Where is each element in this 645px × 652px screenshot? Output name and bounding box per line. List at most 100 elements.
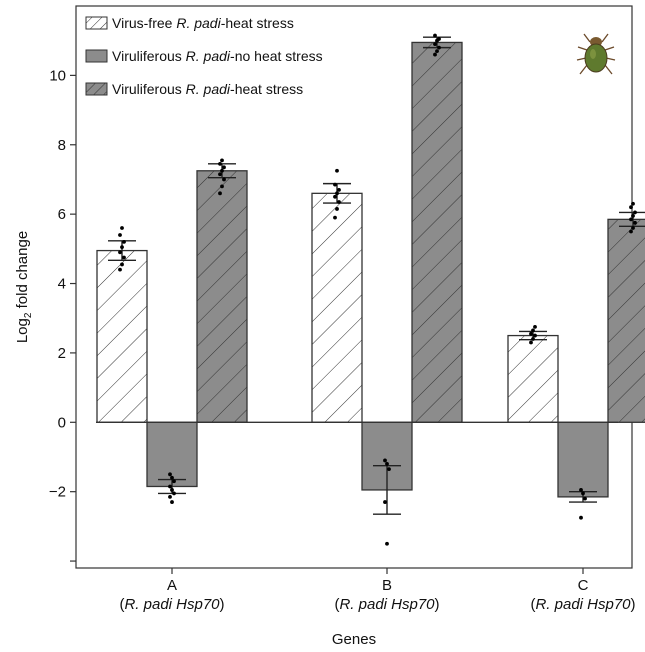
data-point bbox=[629, 205, 633, 210]
legend-swatch bbox=[85, 16, 108, 30]
data-point bbox=[533, 333, 537, 338]
y-axis-label-main: Log bbox=[14, 318, 31, 343]
data-point bbox=[120, 245, 124, 250]
x-tick-sublabel: (R. padi Hsp70) bbox=[119, 596, 224, 613]
bar bbox=[196, 170, 248, 423]
data-point bbox=[629, 229, 633, 234]
data-point bbox=[218, 172, 222, 177]
y-axis-label-rest: fold change bbox=[14, 231, 31, 313]
bars-layer bbox=[96, 33, 645, 546]
data-point bbox=[383, 458, 387, 463]
sublabel-gene: R. padi Hsp70 bbox=[124, 596, 220, 613]
legend-swatch bbox=[85, 82, 108, 96]
legend-label-pre: Viruliferous bbox=[112, 81, 186, 97]
legend-label-post: -heat stress bbox=[230, 81, 303, 97]
data-point bbox=[168, 484, 172, 489]
y-tick-label: 8 bbox=[58, 137, 66, 154]
legend-label: Virus-free R. padi-heat stress bbox=[112, 15, 294, 31]
data-point bbox=[579, 515, 583, 520]
data-point bbox=[383, 500, 387, 504]
bar bbox=[311, 192, 363, 423]
legend: Virus-free R. padi-heat stressVirulifero… bbox=[85, 15, 323, 97]
data-point bbox=[633, 220, 637, 225]
data-point bbox=[218, 161, 222, 166]
legend-label-species: R. padi bbox=[176, 15, 221, 31]
data-point bbox=[118, 250, 122, 255]
data-point bbox=[333, 215, 337, 220]
data-point bbox=[387, 467, 391, 472]
data-point bbox=[533, 324, 537, 329]
bar bbox=[411, 41, 463, 423]
data-point bbox=[433, 42, 437, 47]
sublabel-suffix: ) bbox=[220, 596, 225, 613]
y-tick-label: 6 bbox=[58, 206, 66, 223]
data-point bbox=[581, 491, 585, 496]
aphid-icon bbox=[576, 33, 616, 75]
data-point bbox=[333, 182, 337, 187]
data-point bbox=[335, 168, 339, 173]
legend-label-pre: Virus-free bbox=[112, 15, 176, 31]
data-point bbox=[583, 496, 587, 501]
data-point bbox=[333, 194, 337, 199]
data-point bbox=[118, 267, 122, 272]
y-tick-label: 0 bbox=[58, 414, 66, 431]
data-point bbox=[437, 37, 441, 41]
x-tick-label: B bbox=[382, 577, 392, 594]
data-point bbox=[335, 191, 339, 196]
legend-label: Viruliferous R. padi-no heat stress bbox=[112, 48, 323, 64]
data-point bbox=[435, 49, 439, 53]
data-point bbox=[220, 158, 224, 163]
data-point bbox=[170, 500, 174, 504]
x-axis: A(R. padi Hsp70)B(R. padi Hsp70)C(R. pad… bbox=[119, 568, 636, 613]
data-point bbox=[337, 200, 341, 204]
bar bbox=[96, 249, 148, 423]
legend-label-species: R. padi bbox=[186, 48, 231, 64]
legend-label-post: -no heat stress bbox=[230, 48, 323, 64]
legend-label: Viruliferous R. padi-heat stress bbox=[112, 81, 303, 97]
data-point bbox=[579, 488, 583, 492]
sublabel-gene: R. padi Hsp70 bbox=[535, 596, 631, 613]
bar bbox=[557, 421, 609, 498]
x-axis-label: Genes bbox=[332, 631, 376, 648]
legend-swatch bbox=[85, 49, 108, 63]
x-tick-label: A bbox=[167, 577, 177, 594]
data-point bbox=[531, 337, 535, 341]
y-axis: −2 0 2 4 6 8 10 bbox=[49, 67, 76, 562]
data-point bbox=[433, 33, 437, 38]
sublabel-prefix: ( bbox=[119, 596, 124, 613]
data-point bbox=[122, 240, 126, 244]
data-point bbox=[335, 207, 339, 211]
data-point bbox=[118, 233, 122, 237]
bar bbox=[607, 218, 645, 423]
data-point bbox=[529, 331, 533, 336]
data-point bbox=[220, 168, 224, 173]
data-point bbox=[385, 462, 389, 466]
data-point bbox=[168, 472, 172, 477]
data-point bbox=[122, 255, 126, 260]
data-point bbox=[218, 191, 222, 196]
data-point bbox=[629, 217, 633, 222]
x-tick-sublabel: (R. padi Hsp70) bbox=[334, 596, 439, 613]
y-axis-label-subscript: 2 bbox=[23, 312, 34, 318]
data-point bbox=[170, 488, 174, 492]
data-point bbox=[172, 479, 176, 484]
sublabel-suffix: ) bbox=[435, 596, 440, 613]
data-point bbox=[631, 213, 635, 218]
data-point bbox=[170, 475, 174, 480]
legend-label-species: R. padi bbox=[186, 81, 231, 97]
data-point bbox=[220, 184, 224, 189]
data-point bbox=[433, 52, 437, 57]
x-tick-sublabel: (R. padi Hsp70) bbox=[530, 596, 635, 613]
y-axis-label: Log2 fold change bbox=[14, 231, 34, 343]
data-point bbox=[222, 165, 226, 170]
sublabel-suffix: ) bbox=[631, 596, 636, 613]
y-tick-label: 10 bbox=[49, 67, 66, 84]
data-point bbox=[631, 226, 635, 230]
sublabel-prefix: ( bbox=[334, 596, 339, 613]
sublabel-gene: R. padi Hsp70 bbox=[339, 596, 435, 613]
data-point bbox=[172, 491, 176, 496]
data-point bbox=[531, 328, 535, 333]
data-point bbox=[120, 262, 124, 267]
data-point bbox=[222, 177, 226, 182]
y-tick-label: 2 bbox=[58, 345, 66, 362]
